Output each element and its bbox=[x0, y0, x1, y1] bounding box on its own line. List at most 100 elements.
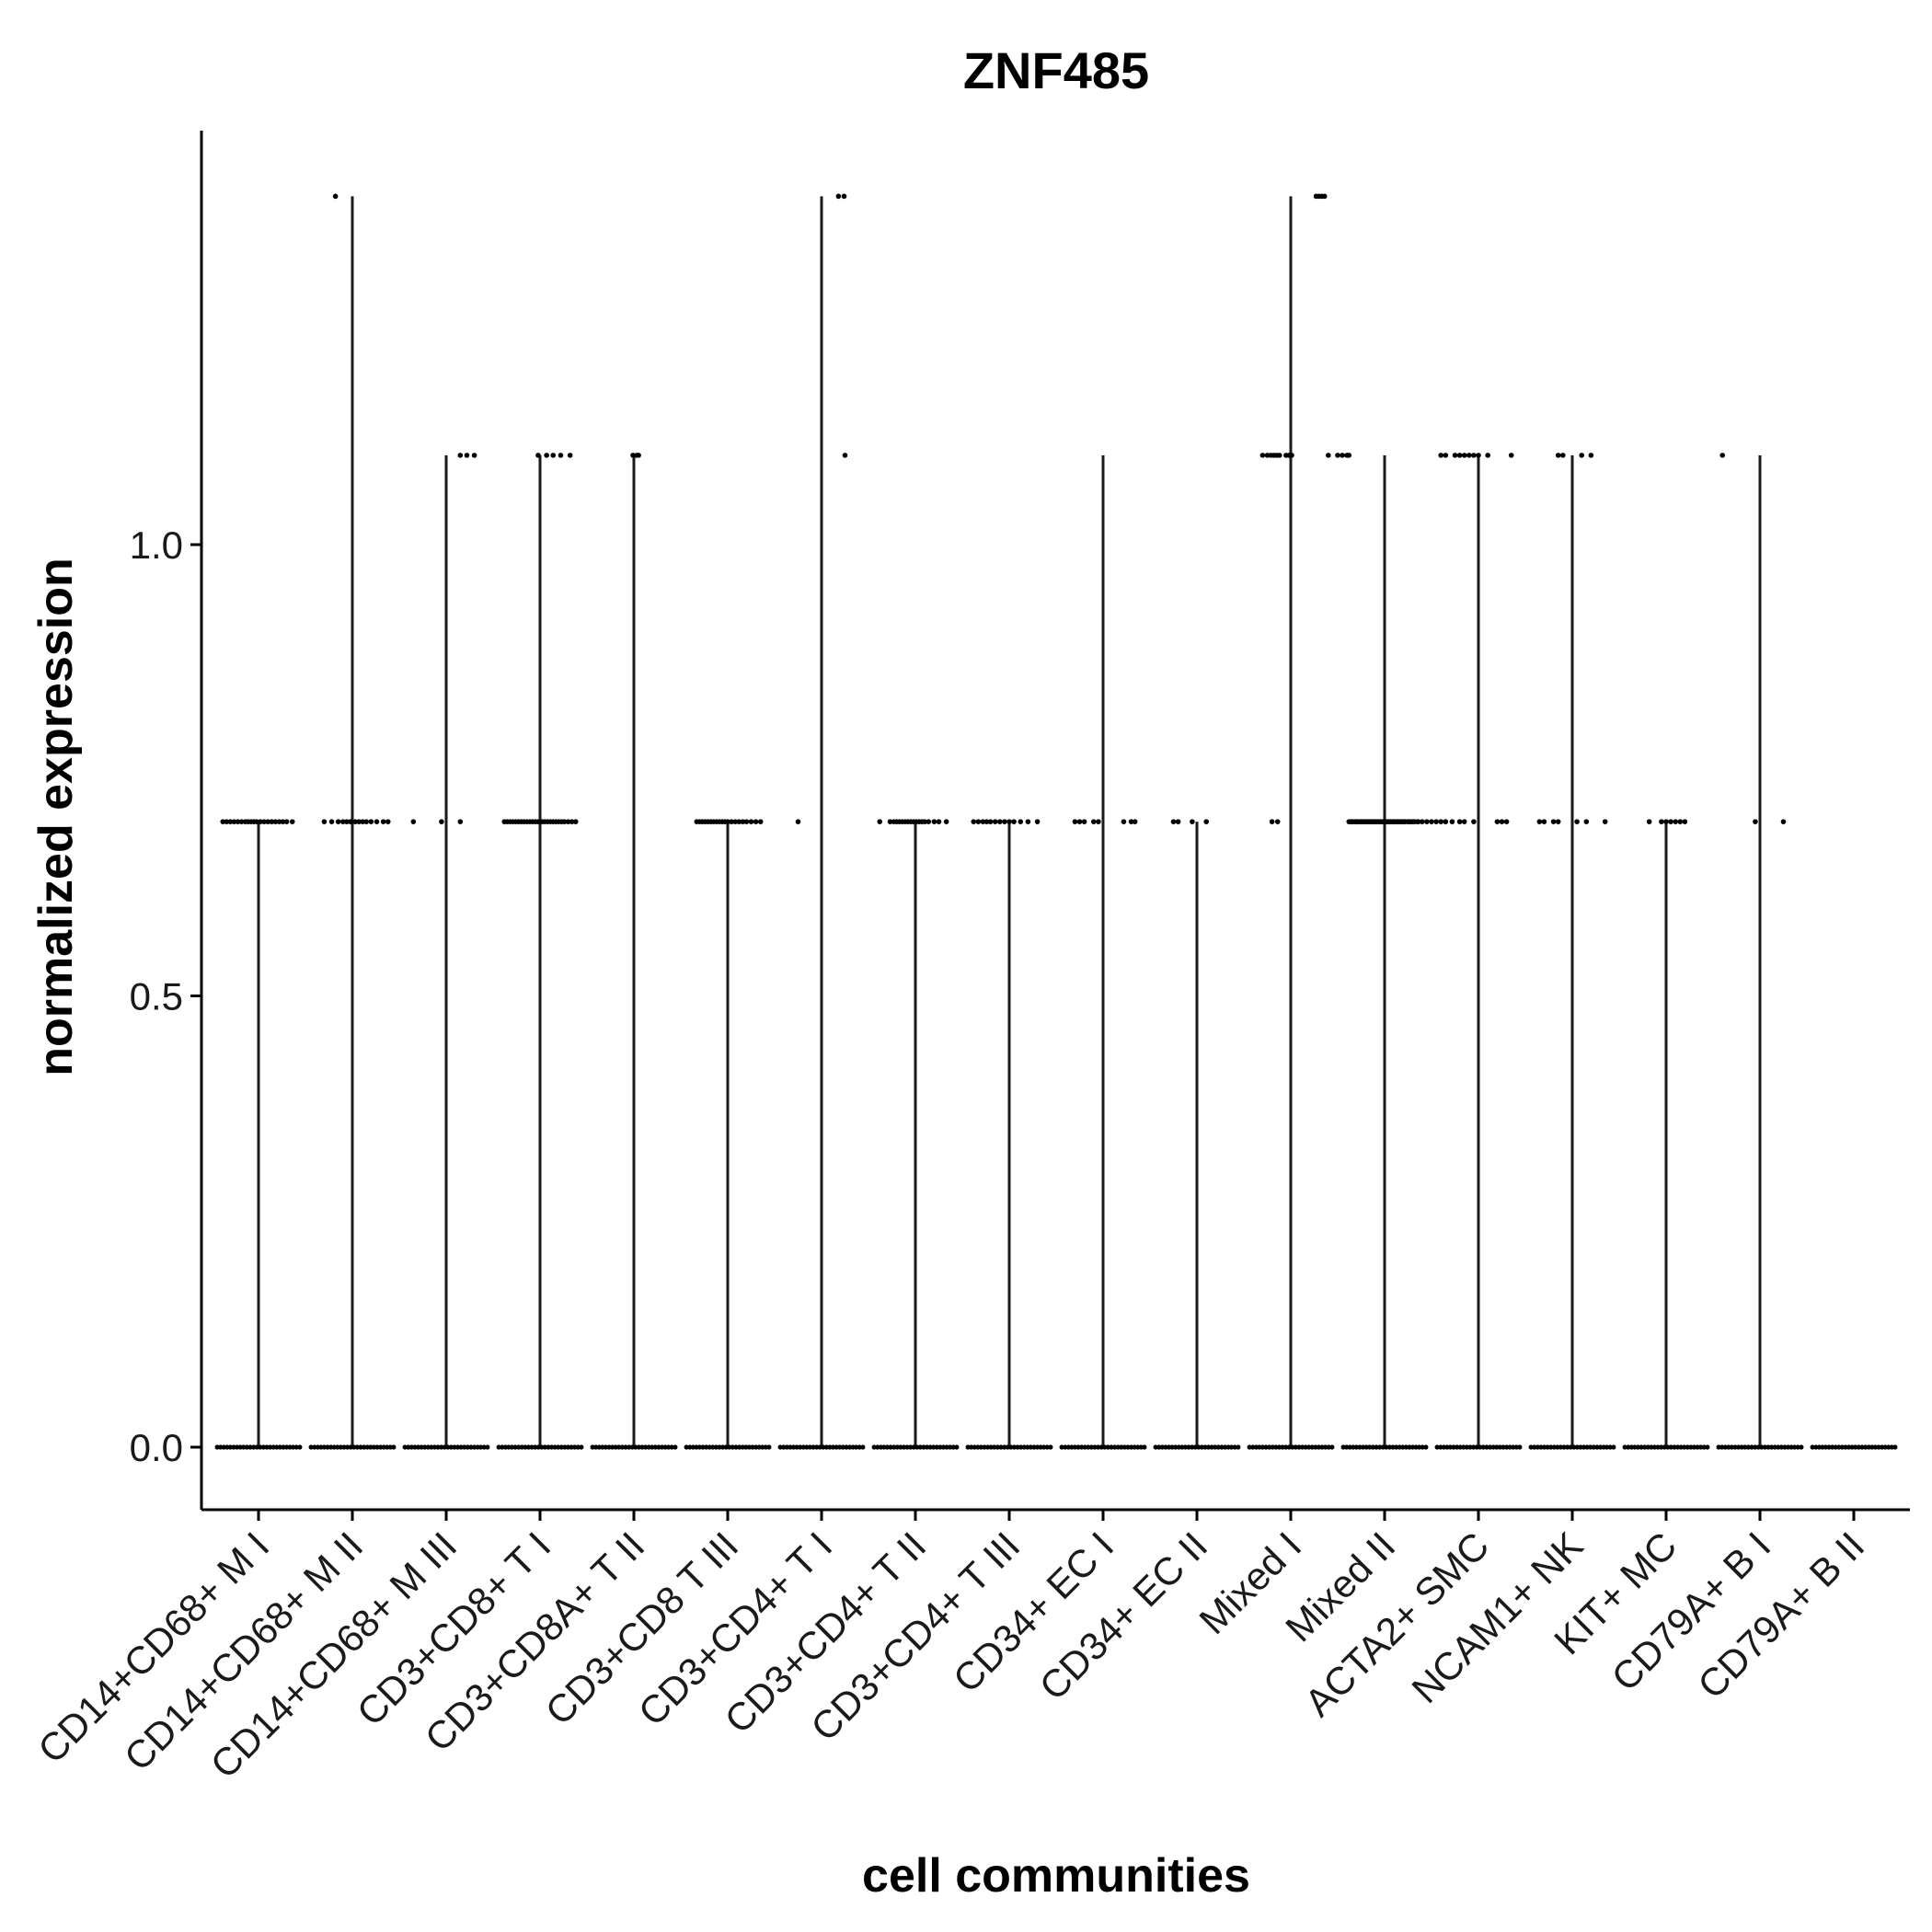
data-point bbox=[247, 1444, 253, 1450]
data-point bbox=[1726, 1444, 1731, 1450]
data-point bbox=[1179, 1444, 1185, 1450]
data-point bbox=[502, 1444, 508, 1450]
data-point bbox=[523, 1444, 528, 1450]
data-point bbox=[1719, 453, 1725, 458]
data-point bbox=[800, 1444, 806, 1450]
data-point bbox=[1293, 1444, 1298, 1450]
data-point bbox=[927, 1444, 933, 1450]
data-point bbox=[1739, 1444, 1744, 1450]
data-point bbox=[888, 1444, 893, 1450]
data-point bbox=[1438, 819, 1443, 824]
data-point bbox=[371, 1444, 376, 1450]
data-point bbox=[944, 1444, 949, 1450]
data-point bbox=[1267, 1444, 1272, 1450]
data-point bbox=[260, 1444, 266, 1450]
data-point bbox=[760, 1444, 765, 1450]
data-point bbox=[975, 1444, 981, 1450]
data-point bbox=[579, 1444, 584, 1450]
data-point bbox=[922, 819, 927, 824]
data-point bbox=[572, 819, 579, 824]
data-point bbox=[636, 453, 641, 458]
data-point bbox=[766, 1444, 772, 1450]
data-point bbox=[985, 1444, 991, 1450]
data-point bbox=[937, 1444, 943, 1450]
data-point bbox=[750, 1444, 755, 1450]
data-point bbox=[1176, 1444, 1181, 1450]
data-point bbox=[1503, 1444, 1510, 1450]
data-point bbox=[374, 1444, 380, 1450]
data-point bbox=[1296, 1444, 1302, 1450]
data-point bbox=[1622, 1444, 1627, 1450]
data-point bbox=[340, 819, 346, 824]
data-point bbox=[422, 1444, 428, 1450]
data-point bbox=[1403, 1444, 1409, 1450]
data-point bbox=[1849, 1444, 1855, 1450]
data-point bbox=[338, 1444, 344, 1450]
data-point bbox=[509, 1444, 515, 1450]
data-point bbox=[354, 1444, 360, 1450]
data-point bbox=[1762, 1444, 1767, 1450]
data-point bbox=[1780, 819, 1787, 824]
data-point bbox=[374, 819, 380, 824]
data-point bbox=[1550, 819, 1557, 824]
data-point bbox=[575, 1444, 581, 1450]
data-point bbox=[1471, 453, 1477, 458]
data-point bbox=[258, 819, 263, 824]
data-point bbox=[391, 1444, 397, 1450]
data-point bbox=[550, 453, 557, 458]
data-point bbox=[1406, 819, 1412, 824]
data-point bbox=[558, 453, 564, 458]
data-point bbox=[1839, 1444, 1846, 1450]
data-point bbox=[950, 1444, 956, 1450]
data-point bbox=[535, 1444, 541, 1450]
y-tick-label: 0.0 bbox=[130, 1426, 183, 1469]
data-point bbox=[231, 1444, 236, 1450]
data-point bbox=[687, 1444, 693, 1450]
data-point bbox=[659, 1444, 665, 1450]
data-point bbox=[1098, 1444, 1104, 1450]
data-point bbox=[1688, 1444, 1694, 1450]
data-point bbox=[224, 1444, 230, 1450]
data-point bbox=[790, 1444, 797, 1450]
data-point bbox=[1232, 1444, 1237, 1450]
data-point bbox=[341, 1444, 347, 1450]
data-point bbox=[854, 1444, 859, 1450]
data-point bbox=[1092, 1444, 1098, 1450]
data-point bbox=[1853, 1444, 1858, 1450]
data-point bbox=[1578, 1444, 1583, 1450]
data-point bbox=[1407, 1444, 1412, 1450]
data-point bbox=[238, 819, 245, 824]
data-point bbox=[1588, 1444, 1593, 1450]
data-point bbox=[1464, 1444, 1470, 1450]
data-point bbox=[924, 1444, 930, 1450]
data-point bbox=[1395, 819, 1401, 824]
data-point bbox=[1594, 1444, 1600, 1450]
data-point bbox=[280, 819, 286, 824]
data-point bbox=[1132, 819, 1138, 824]
data-point bbox=[1215, 1444, 1221, 1450]
data-point bbox=[904, 1444, 910, 1450]
data-point bbox=[972, 1444, 977, 1450]
data-point bbox=[636, 1444, 641, 1450]
data-point bbox=[548, 1444, 555, 1450]
data-point bbox=[332, 193, 339, 200]
data-point bbox=[1642, 1444, 1648, 1450]
data-point bbox=[519, 1444, 524, 1450]
data-point bbox=[1156, 1444, 1162, 1450]
data-point bbox=[1772, 1444, 1777, 1450]
data-point bbox=[694, 1444, 699, 1450]
data-point bbox=[1374, 1444, 1379, 1450]
data-point bbox=[293, 1444, 299, 1450]
data-point bbox=[596, 1444, 602, 1450]
data-point bbox=[992, 1444, 997, 1450]
data-point bbox=[720, 1444, 726, 1450]
data-point bbox=[717, 1444, 722, 1450]
data-point bbox=[471, 1444, 477, 1450]
data-point bbox=[569, 1444, 574, 1450]
data-point bbox=[723, 1444, 729, 1450]
data-point bbox=[1274, 819, 1281, 824]
data-point bbox=[1682, 819, 1688, 824]
data-point bbox=[1065, 1444, 1071, 1450]
data-point bbox=[807, 1444, 813, 1450]
data-point bbox=[1480, 1444, 1486, 1450]
